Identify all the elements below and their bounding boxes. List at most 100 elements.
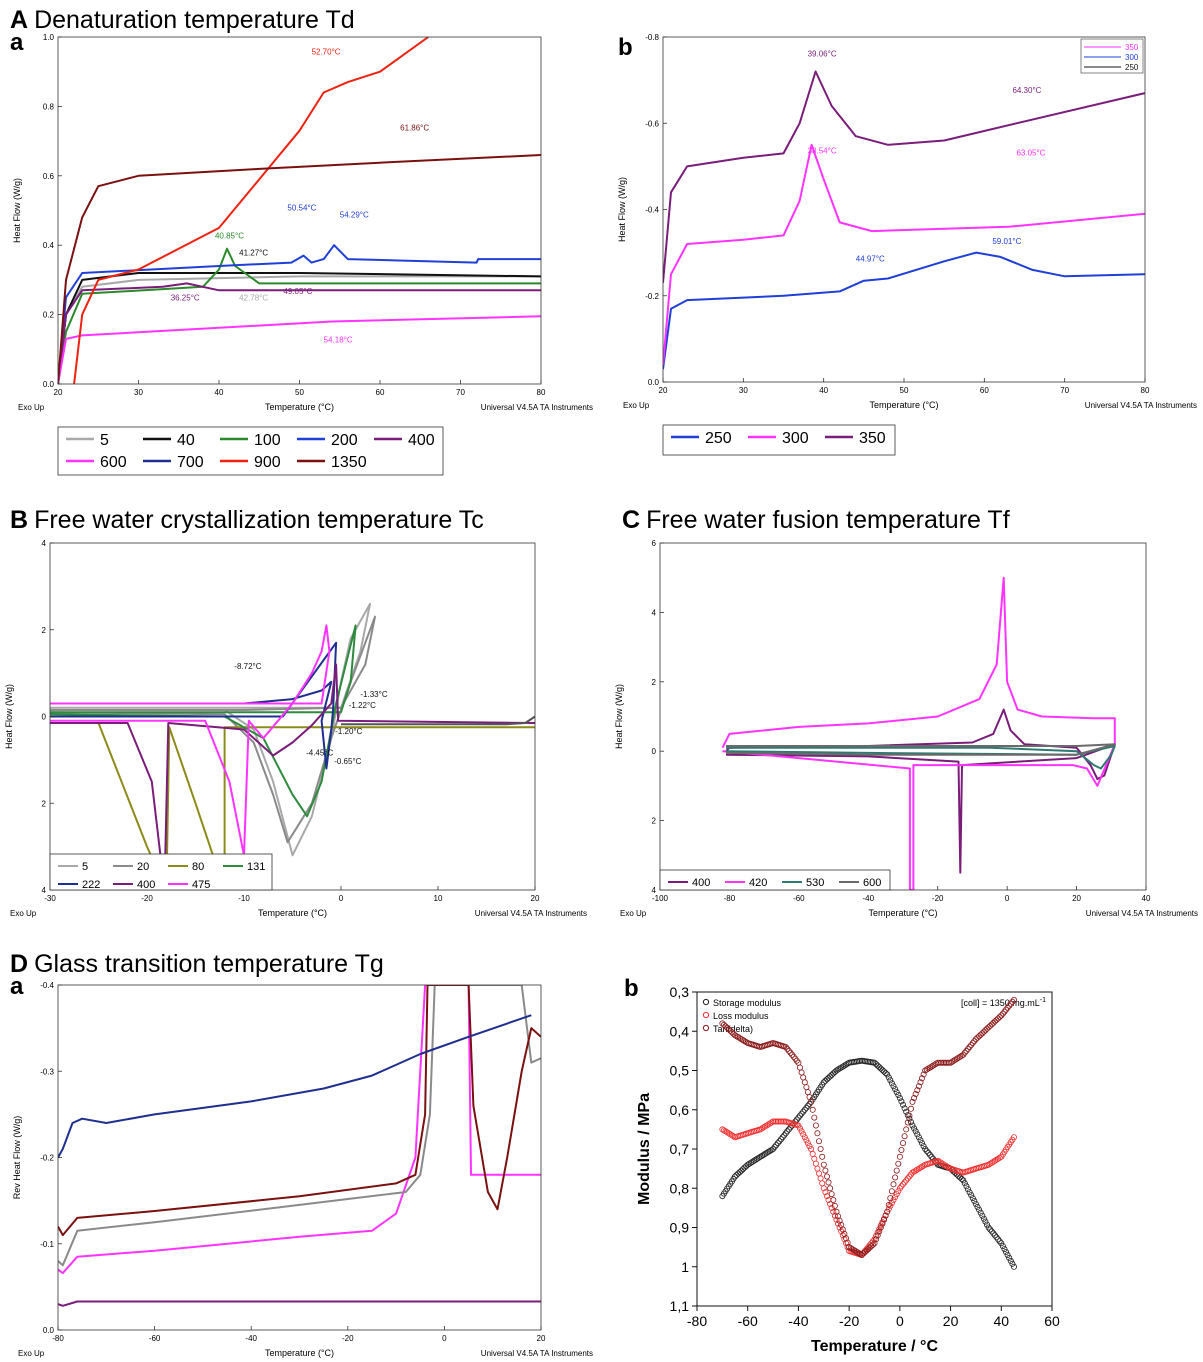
- x-tick-label: -40: [245, 1334, 257, 1343]
- data-point-0: [744, 1161, 751, 1168]
- data-point-1: [915, 1165, 922, 1172]
- legend-label: 530: [806, 877, 824, 889]
- data-point-0: [901, 1105, 908, 1112]
- data-point-0: [999, 1243, 1006, 1250]
- data-point-0: [801, 1106, 808, 1113]
- panel-letter: B: [10, 506, 28, 534]
- y-axis-label: Heat Flow (W/g): [12, 178, 22, 243]
- data-point-0: [795, 1114, 802, 1121]
- data-point-1: [876, 1226, 883, 1233]
- x-tick-label: 30: [739, 386, 748, 395]
- x-axis-label: Temperature (°C): [265, 402, 334, 412]
- data-point-2: [895, 1160, 902, 1167]
- data-point-0: [957, 1174, 964, 1181]
- data-point-2: [960, 1051, 967, 1058]
- data-point-0: [735, 1170, 742, 1177]
- data-point-1: [871, 1236, 878, 1243]
- data-point-0: [776, 1138, 783, 1145]
- data-point-2: [828, 1191, 835, 1198]
- data-point-1: [763, 1122, 770, 1129]
- data-point-2: [824, 1173, 831, 1180]
- exo-up-label: Exo Up: [10, 909, 37, 918]
- data-point-0: [987, 1226, 994, 1233]
- x-tick-label: 0: [1005, 894, 1010, 903]
- inset-legend-label: 250: [1125, 63, 1139, 72]
- data-point-0: [838, 1064, 845, 1071]
- data-point-2: [804, 1089, 811, 1096]
- panel-letter: C: [622, 506, 640, 534]
- data-point-0: [760, 1151, 767, 1158]
- y-tick-label: 2: [42, 626, 47, 635]
- data-point-2: [735, 1034, 742, 1041]
- plot-frame: [696, 991, 1053, 1307]
- x-tick-label: 80: [537, 388, 546, 397]
- data-point-2: [881, 1216, 888, 1223]
- x-tick-label: -10: [238, 894, 250, 903]
- data-point-2: [825, 1179, 832, 1186]
- data-point-2: [888, 1188, 895, 1195]
- data-point-1: [914, 1166, 921, 1173]
- data-point-0: [741, 1164, 748, 1171]
- data-point-0: [979, 1212, 986, 1219]
- data-point-2: [847, 1245, 854, 1252]
- data-point-2: [809, 1106, 816, 1113]
- data-point-2: [736, 1035, 743, 1042]
- data-point-1: [724, 1129, 731, 1136]
- plot-frame: [659, 542, 1147, 891]
- series-line-600: [725, 743, 1116, 756]
- data-point-2: [974, 1034, 981, 1041]
- y-tick-label: 0,9: [670, 1220, 690, 1236]
- peak-annotation: -1.22°C: [349, 701, 376, 710]
- x-tick-label: 40: [1142, 894, 1151, 903]
- data-point-0: [879, 1067, 886, 1074]
- data-point-1: [885, 1205, 892, 1212]
- data-point-2: [831, 1202, 838, 1209]
- data-point-0: [1001, 1246, 1008, 1253]
- series-line-darkred: [58, 985, 541, 1237]
- peak-annotation: 63.05°C: [1016, 149, 1045, 158]
- data-point-2: [934, 1059, 941, 1066]
- data-point-2: [1007, 1000, 1014, 1007]
- data-point-2: [1006, 1002, 1013, 1009]
- data-point-0: [1003, 1249, 1010, 1256]
- data-point-2: [969, 1040, 976, 1047]
- data-point-2: [855, 1250, 862, 1257]
- peak-annotation: 36.25°C: [171, 294, 200, 303]
- data-point-0: [1004, 1252, 1011, 1259]
- x-tick-label: 70: [456, 388, 465, 397]
- data-point-2: [900, 1140, 907, 1147]
- data-point-2: [941, 1059, 948, 1066]
- legend-label: 600: [863, 877, 881, 889]
- instrument-label: Universal V4.5A TA Instruments: [1085, 401, 1197, 410]
- data-point-2: [980, 1028, 987, 1035]
- y-tick-label: 0,4: [670, 1023, 690, 1039]
- data-point-0: [980, 1215, 987, 1222]
- peak-annotation: 54.18°C: [324, 335, 353, 344]
- data-point-0: [966, 1189, 973, 1196]
- legend-marker: [702, 1011, 710, 1019]
- panel-sub-letter: a: [10, 973, 24, 1000]
- data-point-0: [841, 1062, 848, 1069]
- data-point-2: [958, 1052, 965, 1059]
- data-point-2: [985, 1024, 992, 1031]
- data-point-2: [963, 1047, 970, 1054]
- instrument-label: Universal V4.5A TA Instruments: [481, 1349, 593, 1358]
- x-tick-label: -80: [52, 1334, 64, 1343]
- data-point-2: [808, 1098, 815, 1105]
- data-point-1: [887, 1202, 894, 1209]
- data-point-0: [806, 1100, 813, 1107]
- data-point-1: [774, 1118, 781, 1125]
- x-tick-label: -20: [839, 1313, 859, 1329]
- data-point-2: [947, 1059, 954, 1066]
- data-point-2: [914, 1087, 921, 1094]
- data-point-2: [849, 1246, 856, 1253]
- data-point-2: [800, 1074, 807, 1081]
- data-point-2: [846, 1244, 853, 1251]
- data-point-0: [876, 1064, 883, 1071]
- data-point-2: [787, 1049, 794, 1056]
- data-point-1: [919, 1163, 926, 1170]
- data-point-2: [854, 1249, 861, 1256]
- legend-box: [57, 426, 444, 476]
- y-tick-label: 0.4: [43, 241, 55, 250]
- data-point-2: [722, 1023, 729, 1030]
